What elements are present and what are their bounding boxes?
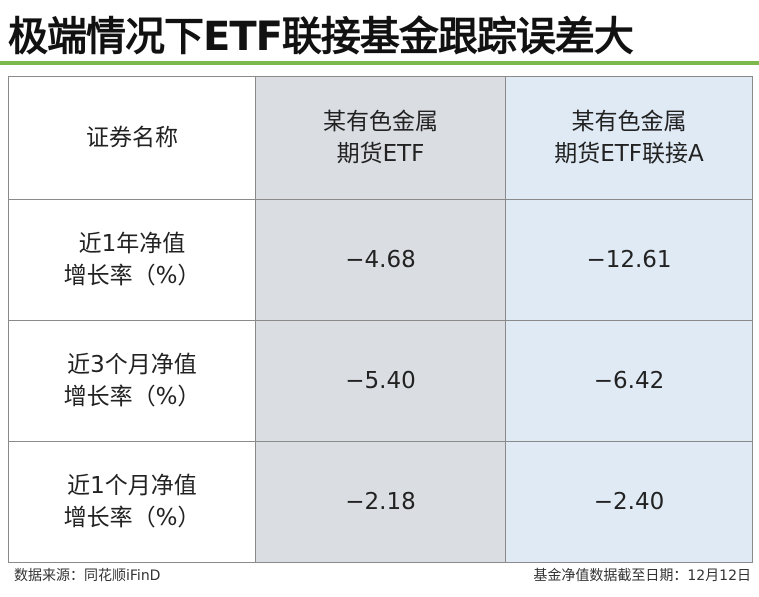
header-cell: 证券名称 [8,76,256,200]
value-cell: −5.40 [255,320,506,442]
value-cell: −2.18 [255,441,506,563]
row-label: 近1年净值 增长率（%） [8,199,256,321]
header-cell: 某有色金属 期货ETF [255,76,506,200]
source-note: 数据来源：同花顺iFinD [14,568,161,584]
data-row: 近1个月净值 增长率（%） −2.18 −2.40 [8,441,753,563]
header-cell: 某有色金属 期货ETF联接A [505,76,753,200]
value-cell: −6.42 [505,320,753,442]
value-cell: −2.40 [505,441,753,563]
value-cell: −12.61 [505,199,753,321]
date-note: 基金净值数据截至日期：12月12日 [533,568,751,584]
title: 极端情况下ETF联接基金跟踪误差大 [8,14,634,60]
value-cell: −4.68 [255,199,506,321]
divider [0,61,759,65]
data-row: 近3个月净值 增长率（%） −5.40 −6.42 [8,320,753,442]
row-label: 近3个月净值 增长率（%） [8,320,256,442]
header-row: 证券名称 某有色金属 期货ETF 某有色金属 期货ETF联接A [8,76,753,200]
row-label: 近1个月净值 增长率（%） [8,441,256,563]
data-row: 近1年净值 增长率（%） −4.68 −12.61 [8,199,753,321]
table: 证券名称 某有色金属 期货ETF 某有色金属 期货ETF联接A 近1年净值 增长率（%… [8,76,753,563]
